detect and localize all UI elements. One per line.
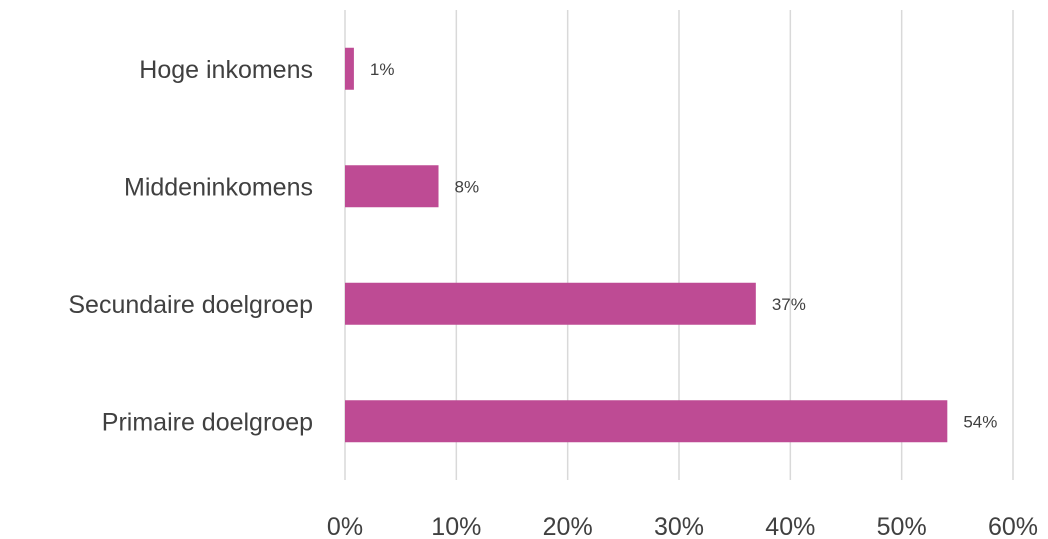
x-tick-label: 20% (543, 513, 593, 539)
x-tick-label: 30% (654, 513, 704, 539)
bar (345, 400, 948, 443)
data-label: 37% (772, 295, 806, 314)
data-label: 54% (963, 412, 997, 431)
bar (345, 165, 439, 208)
bar (345, 282, 756, 325)
category-label: Secundaire doelgroep (68, 291, 313, 319)
category-label: Primaire doelgroep (102, 408, 313, 436)
x-tick-labels: 0% 10% 20% 30% 40% 50% 60% (327, 513, 1038, 539)
category-label: Hoge inkomens (139, 56, 313, 84)
x-tick-label: 0% (327, 513, 363, 539)
gridlines (344, 10, 1014, 480)
x-tick-label: 10% (431, 513, 481, 539)
x-tick-label: 50% (877, 513, 927, 539)
data-label: 1% (370, 60, 395, 79)
category-labels: Hoge inkomens Middeninkomens Secundaire do… (68, 56, 313, 437)
data-label: 8% (455, 177, 480, 196)
bars (345, 47, 948, 443)
category-label: Middeninkomens (124, 173, 313, 201)
bar (345, 47, 354, 90)
x-tick-label: 40% (765, 513, 815, 539)
data-labels: 1% 8% 37% 54% (370, 60, 997, 432)
x-tick-label: 60% (988, 513, 1038, 539)
